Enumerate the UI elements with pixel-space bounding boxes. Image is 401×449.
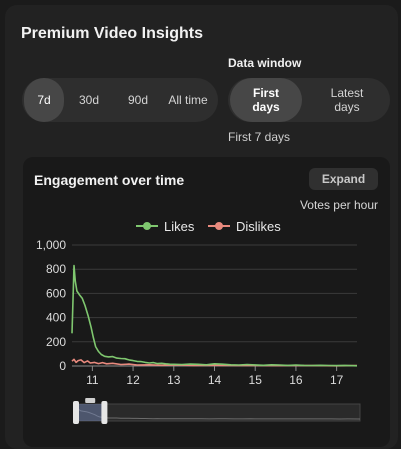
x-tick-label: 12 — [126, 373, 140, 387]
x-tick-label: 13 — [167, 373, 181, 387]
y-tick-label: 1,000 — [36, 238, 66, 252]
y-tick-label: 0 — [59, 359, 66, 373]
legend-item-likes[interactable]: Likes — [164, 219, 195, 234]
x-tick-label: 11 — [86, 373, 99, 387]
card-title: Engagement over time — [34, 172, 185, 188]
data-window-option[interactable]: Latest days — [330, 86, 364, 114]
navigator-series — [75, 407, 361, 420]
data-window-option[interactable]: First days — [230, 78, 302, 122]
navigator-handle-left[interactable] — [73, 401, 79, 424]
legend-marker-likes — [143, 222, 151, 230]
y-tick-label: 600 — [46, 286, 66, 300]
navigator-handle-right[interactable] — [101, 401, 108, 424]
unit-label: Votes per hour — [299, 198, 378, 212]
x-tick-label: 16 — [289, 373, 303, 387]
data-window-label: Data window — [228, 56, 302, 70]
range-option[interactable]: 90d — [127, 93, 149, 107]
legend-item-dislikes[interactable]: Dislikes — [236, 219, 281, 234]
page-title: Premium Video Insights — [21, 25, 203, 42]
navigator-grip-icon[interactable] — [85, 398, 96, 403]
x-tick-label: 17 — [330, 373, 344, 387]
series-line-likes — [71, 264, 358, 367]
range-option[interactable]: 7d — [24, 78, 64, 122]
range-selector: 7d 30d 90d All time — [22, 78, 218, 122]
x-tick-label: 15 — [249, 373, 263, 387]
y-tick-label: 200 — [46, 335, 66, 349]
expand-button[interactable]: Expand — [309, 168, 378, 190]
data-window-caption: First 7 days — [228, 130, 291, 144]
data-window-selector: First days Latest days — [228, 78, 390, 122]
legend-marker-dislikes — [215, 222, 223, 230]
range-option[interactable]: 30d — [78, 93, 100, 107]
x-tick-label: 14 — [208, 373, 222, 387]
y-tick-label: 400 — [46, 311, 66, 325]
range-option[interactable]: All time — [168, 93, 208, 107]
y-tick-label: 800 — [46, 262, 66, 276]
navigator-selection[interactable] — [76, 404, 105, 421]
